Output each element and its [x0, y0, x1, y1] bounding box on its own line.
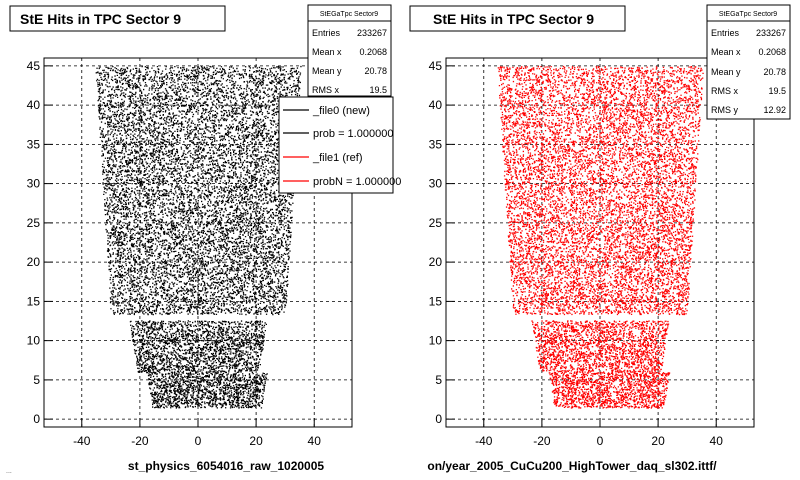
x-tick-label: 0: [597, 434, 604, 448]
title-box: [409, 5, 626, 32]
stats-label: RMS x: [312, 85, 340, 95]
stats-name: StEGaTpc Sector9: [719, 11, 777, 18]
legend-label: _file0 (new): [312, 105, 370, 117]
right-histogram-panel: StE Hits in TPC Sector 9 -40 -20 0 20 40 0 5 10…: [409, 5, 755, 473]
hit-markers: [497, 65, 704, 409]
y-tick-label: 15: [429, 294, 443, 308]
y-tick-label: 45: [27, 59, 41, 73]
stats-label: RMS y: [711, 105, 739, 115]
y-tick-label: 10: [27, 334, 41, 348]
stats-label: Mean x: [312, 47, 342, 57]
corner-note: ...: [6, 468, 12, 475]
stats-box-right: StEGaTpc Sector9 Entries 233267 Mean x 0…: [706, 4, 791, 120]
y-tick-label: 0: [435, 412, 442, 426]
y-tick-label: 25: [27, 216, 41, 230]
legend-label: _file1 (ref): [312, 152, 363, 164]
y-tick-label: 10: [429, 334, 443, 348]
stats-value: 12.92: [763, 105, 786, 115]
title-box: [9, 5, 226, 32]
stats-value: 0.2068: [758, 47, 786, 57]
y-tick-label: 35: [429, 137, 443, 151]
stats-value: 19.5: [369, 85, 387, 95]
y-tick-label: 35: [27, 137, 41, 151]
y-tick-label: 30: [27, 177, 41, 191]
stats-label: Entries: [312, 28, 341, 38]
y-tick-label: 0: [33, 412, 40, 426]
hit-points: [95, 65, 302, 409]
stats-value: 19.5: [768, 86, 786, 96]
x-tick-label: -20: [533, 434, 551, 448]
footer-label: st_physics_6054016_raw_1020005: [128, 459, 324, 473]
x-tick-label: 40: [710, 434, 724, 448]
stats-value: 20.78: [763, 67, 786, 77]
axes: -40 -20 0 20 40 0 5 10 15 20 25 30 35 40 45: [429, 59, 724, 448]
y-tick-label: 25: [429, 216, 443, 230]
x-tick-label: -40: [475, 434, 493, 448]
x-tick-label: 20: [249, 434, 263, 448]
stats-label: Mean y: [312, 66, 342, 76]
y-tick-label: 15: [27, 294, 41, 308]
axes: -40 -20 0 20 40 0 5 10 15 20 25 30 35 40 45: [27, 59, 322, 448]
x-tick-label: 40: [308, 434, 322, 448]
stats-label: Entries: [711, 28, 740, 38]
stats-value: 20.78: [364, 66, 387, 76]
legend-label: probN = 1.000000: [313, 176, 401, 188]
x-tick-label: 20: [651, 434, 665, 448]
y-tick-label: 30: [429, 177, 443, 191]
left-histogram-panel: StE Hits in TPC Sector 9 -40 -20 0 20 40 0 5 10…: [9, 5, 353, 473]
hit-points: [497, 65, 704, 409]
stats-value: 233267: [357, 28, 387, 38]
x-tick-label: 0: [195, 434, 202, 448]
x-tick-label: -20: [131, 434, 149, 448]
legend-label: prob = 1.000000: [313, 128, 393, 140]
y-tick-label: 40: [429, 98, 443, 112]
hit-markers: [95, 65, 302, 409]
stats-label: RMS x: [711, 86, 739, 96]
stats-box-left: StEGaTpc Sector9 Entries 233267 Mean x 0…: [307, 4, 392, 97]
y-tick-label: 40: [27, 98, 41, 112]
stats-value: 0.2068: [359, 47, 387, 57]
y-tick-label: 20: [429, 255, 443, 269]
stats-name: StEGaTpc Sector9: [320, 11, 378, 18]
stats-label: Mean x: [711, 47, 741, 57]
y-tick-label: 20: [27, 255, 41, 269]
y-tick-label: 45: [429, 59, 443, 73]
stats-value: 233267: [756, 28, 786, 38]
stats-label: Mean y: [711, 67, 741, 77]
legend: _file0 (new) prob = 1.000000 _file1 (ref…: [278, 96, 401, 194]
x-tick-label: -40: [73, 434, 91, 448]
footer-label: on/year_2005_CuCu200_HighTower_daq_sl302…: [427, 459, 717, 473]
y-tick-label: 5: [33, 373, 40, 387]
plot-title: StE Hits in TPC Sector 9: [433, 11, 594, 27]
plot-title: StE Hits in TPC Sector 9: [20, 11, 181, 27]
y-tick-label: 5: [435, 373, 442, 387]
